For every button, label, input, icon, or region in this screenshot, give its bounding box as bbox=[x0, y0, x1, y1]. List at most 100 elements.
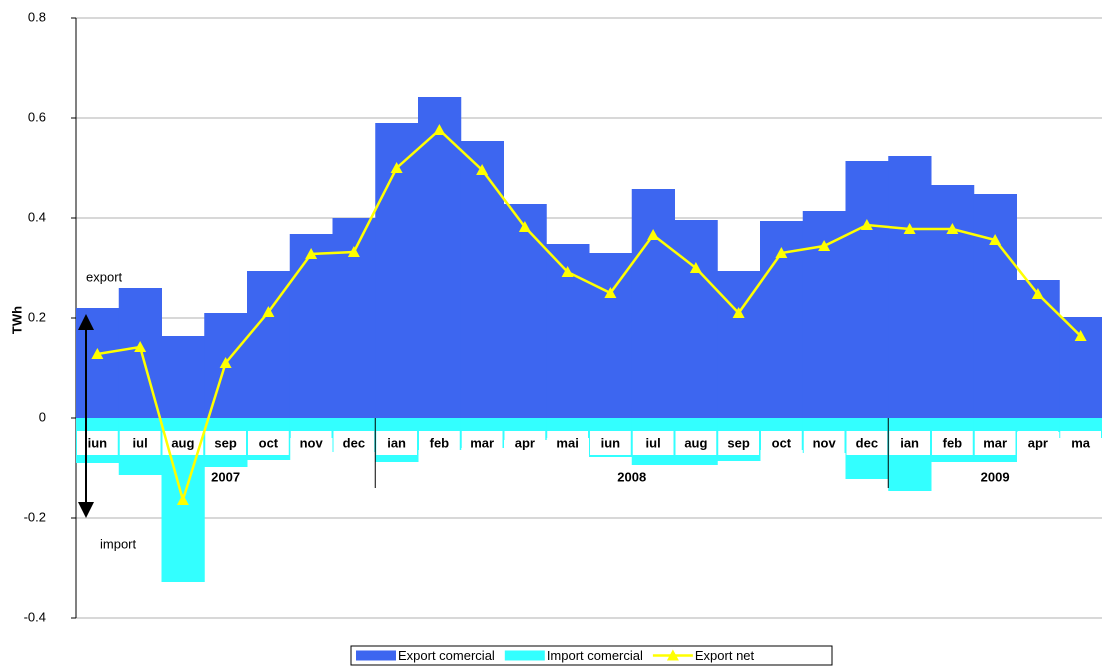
category-cell bbox=[290, 431, 332, 455]
category-cell bbox=[376, 431, 417, 455]
legend bbox=[350, 645, 833, 666]
bar bbox=[717, 271, 761, 418]
x-tick-label: mar bbox=[983, 435, 1007, 450]
x-tick-label: sep bbox=[727, 435, 749, 450]
x-tick-label: iun bbox=[88, 435, 108, 450]
marker bbox=[732, 307, 745, 318]
marker bbox=[604, 287, 617, 298]
category-cell bbox=[504, 431, 546, 455]
x-tick-label: nov bbox=[300, 435, 324, 450]
year-label: 2009 bbox=[981, 469, 1010, 484]
bar bbox=[674, 220, 718, 418]
x-tick-label: iun bbox=[601, 435, 621, 450]
category-cell bbox=[419, 431, 460, 455]
x-tick-label: aug bbox=[684, 435, 707, 450]
category-cell bbox=[590, 431, 631, 455]
bar bbox=[589, 253, 633, 418]
x-tick-label: sep bbox=[214, 435, 236, 450]
category-cell bbox=[1060, 431, 1101, 455]
marker bbox=[561, 266, 574, 277]
marker bbox=[860, 219, 873, 230]
bar bbox=[247, 271, 291, 418]
marker bbox=[176, 494, 189, 505]
marker bbox=[305, 248, 318, 259]
category-cell bbox=[675, 431, 717, 455]
x-tick-label: apr bbox=[515, 435, 535, 450]
marker bbox=[989, 234, 1002, 245]
annotation: export bbox=[86, 269, 123, 284]
x-tick-label: feb bbox=[430, 435, 450, 450]
x-tick-label: ian bbox=[900, 435, 919, 450]
category-cell bbox=[119, 431, 161, 455]
bar bbox=[888, 156, 932, 418]
bar bbox=[161, 336, 205, 418]
marker bbox=[946, 223, 959, 234]
bar bbox=[631, 189, 675, 418]
x-tick-label: aug bbox=[171, 435, 194, 450]
x-tick-label: mai bbox=[556, 435, 578, 450]
bar bbox=[418, 97, 462, 418]
x-tick-label: ian bbox=[387, 435, 406, 450]
marker bbox=[775, 247, 788, 258]
marker bbox=[818, 240, 831, 251]
y-tick-label: -0.4 bbox=[24, 609, 46, 624]
y-axis-label: TWh bbox=[9, 306, 24, 334]
category-cell bbox=[718, 431, 759, 455]
annotation: import bbox=[100, 536, 137, 551]
marker bbox=[518, 221, 531, 232]
x-tick-label: ma bbox=[1071, 435, 1091, 450]
line bbox=[97, 128, 1082, 505]
marker bbox=[347, 246, 360, 257]
marker bbox=[134, 341, 147, 352]
legend-swatch bbox=[504, 650, 545, 661]
bar bbox=[931, 185, 975, 418]
bar bbox=[1016, 280, 1060, 418]
bar bbox=[460, 141, 504, 418]
category-cell bbox=[932, 431, 973, 455]
x-tick-label: apr bbox=[1028, 435, 1048, 450]
legend-label: Export comercial bbox=[398, 648, 495, 663]
marker bbox=[1031, 288, 1044, 299]
bar bbox=[289, 234, 333, 418]
legend-swatch bbox=[666, 649, 679, 661]
marker bbox=[903, 223, 916, 234]
x-tick-label: nov bbox=[813, 435, 837, 450]
year-label: 2007 bbox=[211, 469, 240, 484]
bar bbox=[973, 194, 1017, 418]
category-cell bbox=[1017, 431, 1059, 455]
marker bbox=[390, 162, 403, 173]
bar bbox=[845, 161, 889, 418]
legend-swatch bbox=[356, 650, 396, 661]
x-tick-label: mar bbox=[470, 435, 494, 450]
y-tick-label: 0.8 bbox=[28, 9, 46, 24]
y-tick-label: 0 bbox=[39, 409, 46, 424]
category-cell bbox=[632, 431, 674, 455]
category-cell bbox=[761, 431, 802, 455]
category-cell bbox=[974, 431, 1016, 455]
marker bbox=[689, 262, 702, 273]
x-tick-label: dec bbox=[856, 435, 878, 450]
x-tick-label: iul bbox=[133, 435, 148, 450]
category-cell bbox=[461, 431, 503, 455]
bar bbox=[1016, 418, 1060, 432]
marker bbox=[476, 164, 489, 175]
category-cell bbox=[846, 431, 888, 455]
x-tick-label: oct bbox=[259, 435, 279, 450]
marker bbox=[91, 348, 104, 359]
marker bbox=[219, 357, 232, 368]
marker bbox=[1074, 330, 1087, 341]
category-cell bbox=[889, 431, 930, 455]
legend-label: Export net bbox=[695, 648, 755, 663]
x-tick-label: iul bbox=[646, 435, 661, 450]
category-cell bbox=[803, 431, 845, 455]
category-cell bbox=[547, 431, 588, 455]
bar bbox=[76, 308, 120, 418]
category-cell bbox=[333, 431, 375, 455]
y-tick-label: -0.2 bbox=[24, 509, 46, 524]
bar bbox=[503, 204, 547, 418]
category-cell bbox=[248, 431, 289, 455]
marker bbox=[262, 306, 275, 317]
x-tick-label: feb bbox=[943, 435, 963, 450]
y-tick-label: 0.4 bbox=[28, 209, 46, 224]
